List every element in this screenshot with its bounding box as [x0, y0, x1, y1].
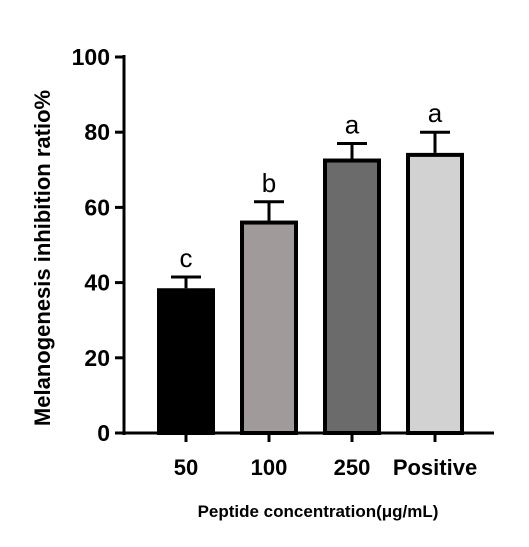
bar-Positive — [406, 152, 464, 435]
x-axis-title: Peptide concentration(μg/mL) — [198, 502, 439, 521]
bar-250 — [323, 158, 381, 436]
significance-label-250: a — [345, 109, 360, 139]
y-tick-label-100: 100 — [72, 44, 110, 70]
x-tick-label-Positive: Positive — [393, 455, 477, 480]
x-tick-label-250: 250 — [334, 455, 371, 480]
bar-50 — [157, 288, 215, 435]
y-tick-label-40: 40 — [84, 270, 110, 296]
y-axis-title: Melanogenesis inhibition ratio% — [30, 90, 55, 426]
plot-area: 0 20 40 60 80 100 50 c 100 b 250 a Positive a — [72, 44, 494, 480]
significance-label-50: c — [180, 243, 193, 273]
y-tick-label-0: 0 — [97, 420, 110, 446]
y-tick-label-80: 80 — [84, 119, 110, 145]
x-tick-label-100: 100 — [251, 455, 288, 480]
significance-label-100: b — [262, 168, 276, 198]
significance-label-Positive: a — [428, 98, 443, 128]
x-tick-label-50: 50 — [174, 455, 198, 480]
y-tick-label-20: 20 — [84, 345, 110, 371]
bar-100 — [240, 220, 298, 435]
y-tick-label-60: 60 — [84, 194, 110, 220]
